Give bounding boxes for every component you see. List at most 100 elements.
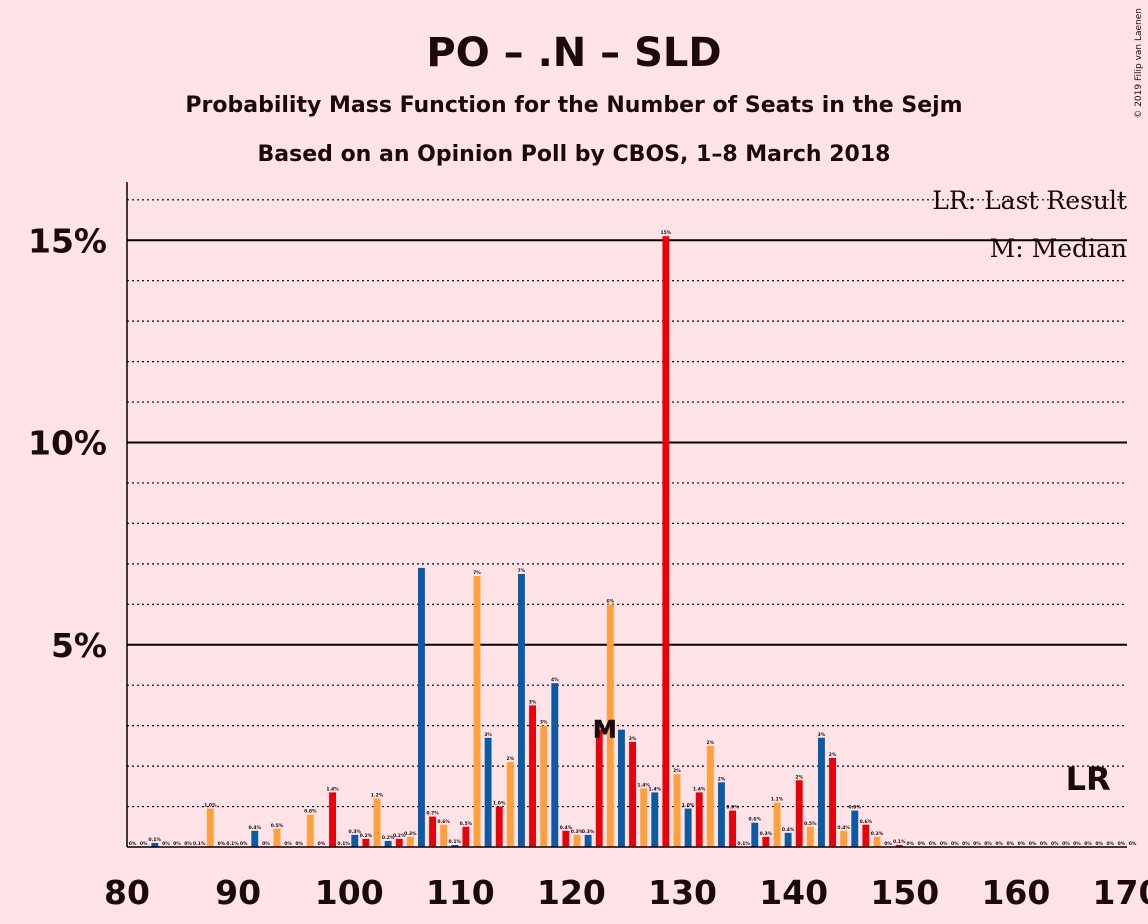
bar-seat-126 [640,788,648,847]
y-tick-label-10: 10% [28,424,107,463]
bar-label-seat-119: 0.4% [560,825,573,831]
bar-label-seat-163: 0% [1051,841,1059,847]
bar-label-seat-100: 0.3% [349,829,362,835]
bar-label-seat-103: 0.2% [382,835,395,841]
bar-seat-115 [518,573,525,847]
bar-seat-96 [306,814,314,847]
bar-label-seat-150: 0% [907,841,915,847]
bar-seat-122 [595,729,603,847]
bar-label-seat-126: 1.4% [637,782,650,788]
bar-label-seat-95: 0% [295,841,303,847]
bar-seat-118 [551,683,559,847]
bar-seat-93 [273,828,281,847]
bar-label-seat-97: 0% [318,841,326,847]
bar-seat-103 [384,840,392,847]
bar-seat-87 [206,808,214,847]
bar-seat-108 [440,824,448,847]
bar-label-seat-141: 0.5% [804,821,817,827]
bar-seat-143 [829,758,836,847]
bar-seat-91 [251,830,259,847]
bar-label-seat-144: 0.4% [837,825,850,831]
tick-labels: 80 90 100 110 120 130 140 150 160 170 5% 10% 15% [28,221,1148,912]
bar-label-seat-93: 0.5% [271,823,284,829]
bar-seat-121 [584,834,592,847]
bar-seat-142 [818,737,825,847]
bar-label-seat-88: 0% [218,841,226,847]
bar-seat-119 [562,830,570,847]
bar-seat-127 [651,792,659,847]
bar-label-seat-167: 0% [1095,841,1103,847]
bar-seat-145 [851,810,859,848]
y-tick-label-15: 15% [28,221,107,260]
bar-seat-105 [406,836,414,847]
bar-label-seat-168: 0% [1107,841,1115,847]
bar-seat-146 [862,824,870,847]
bar-seat-138 [773,802,781,847]
bar-label-seat-89: 0.1% [226,841,239,847]
bar-label-seat-161: 0% [1029,841,1037,847]
bar-label-seat-99: 0.1% [337,841,350,847]
bar-seat-132 [706,745,714,848]
bar-label-seat-117: 3% [540,720,548,726]
bar-label-seat-84: 0% [173,841,181,847]
bar-label-seat-149: 0.1% [893,839,906,845]
bar-label-seat-123: 6% [607,598,615,604]
bar-label-seat-86: 0.1% [193,841,206,847]
bar-labels: 0% 0%0.1%0% 0% 0% 0.1%1.0%0% 0.1% 0%0.4%0%0.5%… [129,230,1137,847]
chart-title: PO – .N – SLD [426,30,721,76]
bar-label-seat-101: 0.2% [360,833,373,839]
bar-seat-117 [540,725,548,847]
bar-label-seat-125: 3% [629,736,637,742]
copyright-notice: © 2019 Filip van Laenen [1134,8,1144,119]
bar-seat-106 [418,567,425,847]
bar-label-seat-116: 3% [529,699,537,705]
bar-seat-130 [684,808,692,847]
bar-seat-139 [784,832,792,847]
bar-label-seat-132: 2% [707,740,715,746]
bar-seat-112 [484,737,492,847]
bar-label-seat-143: 2% [829,752,837,758]
bar-seat-123 [606,604,614,847]
bar-label-seat-148: 0% [884,841,892,847]
x-tick-label-100: 100 [315,873,384,912]
bar-label-seat-129: 2% [673,768,681,774]
bar-label-seat-156: 0% [973,841,981,847]
bar-label-seat-128: 15% [660,230,671,236]
bar-label-seat-134: 0.9% [726,805,739,811]
bar-label-seat-120: 0.3% [571,829,584,835]
bar-label-seat-121: 0.3% [582,829,595,835]
x-tick-label-160: 160 [981,873,1050,912]
bar-label-seat-115: 7% [518,568,526,574]
bar-seat-147 [873,836,881,847]
bar-seat-136 [751,822,759,847]
bar-seat-110 [462,826,470,847]
x-tick-label-170: 170 [1093,873,1148,912]
bar-label-seat-102: 1.2% [371,792,384,798]
bar-label-seat-83: 0% [162,841,170,847]
bar-seat-149 [895,844,903,847]
bar-label-seat-133: 2% [718,776,726,782]
x-tick-label-130: 130 [648,873,717,912]
bar-label-seat-85: 0% [184,841,192,847]
bar-label-seat-142: 3% [818,732,826,738]
bar-label-seat-147: 0.3% [871,831,884,837]
bar-seat-124 [618,729,625,847]
bar-label-seat-135: 0.1% [737,841,750,847]
x-tick-label-150: 150 [870,873,939,912]
bar-label-seat-162: 0% [1040,841,1048,847]
bar-seat-113 [495,806,503,847]
bar-label-seat-105: 0.3% [404,831,417,837]
chart-subtitle: Probability Mass Function for the Number… [185,93,962,118]
x-tick-label-110: 110 [426,873,495,912]
bar-seat-133 [718,782,725,847]
gridlines [127,199,1127,808]
bar-label-seat-166: 0% [1084,841,1092,847]
y-tick-label-5: 5% [51,626,107,665]
bar-label-seat-107: 0.7% [426,811,439,817]
bar-seat-102 [373,798,381,847]
bar-label-seat-104: 0.2% [393,833,406,839]
bar-seat-137 [762,836,770,847]
chart-subtitle-poll: Based on an Opinion Poll by CBOS, 1–8 Ma… [258,142,891,167]
bar-seat-125 [629,741,636,847]
